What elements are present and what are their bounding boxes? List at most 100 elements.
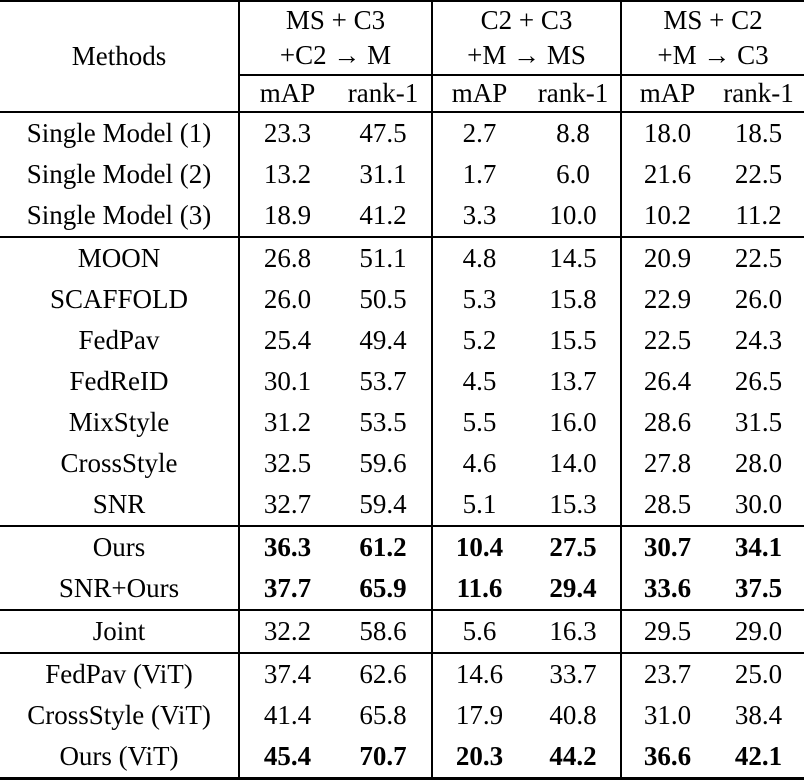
value-cell: 36.6: [620, 736, 714, 779]
value-cell: 22.5: [713, 236, 804, 279]
value-cell: 47.5: [359, 118, 407, 148]
value-cell: 50.5: [359, 284, 407, 314]
value-cell: 30.7: [620, 525, 714, 568]
value-cell: 2.7: [431, 112, 526, 154]
value-cell: 26.0: [238, 279, 335, 320]
value-cell: 41.2: [359, 200, 407, 230]
value-cell: 4.8: [431, 236, 526, 279]
group-header-3-line1: MS + C2: [663, 5, 763, 35]
value-cell: 15.3: [549, 489, 597, 519]
value-cell: 28.5: [620, 484, 714, 526]
value-cell: 5.2: [431, 320, 526, 361]
value-cell: 23.3: [238, 112, 335, 154]
value-cell: 37.4: [238, 652, 335, 695]
value-cell: 5.6: [431, 609, 526, 653]
table-row: Ours (ViT) 45.4 70.7 20.3 44.2 36.6 42.1: [0, 736, 804, 779]
value-cell: 37.7: [238, 568, 335, 610]
method-name-cell: FedReID: [69, 366, 169, 396]
value-cell: 4.6: [431, 443, 526, 484]
value-cell: 20.3: [431, 736, 526, 779]
value-cell: 4.5: [431, 361, 526, 402]
method-name-cell: Ours (ViT): [59, 741, 179, 771]
subheader-cell: rank-1: [526, 75, 622, 113]
value-cell: 34.1: [713, 525, 804, 568]
method-name-cell: MixStyle: [68, 407, 170, 437]
value-cell: 59.6: [359, 448, 407, 478]
method-name-cell: CrossStyle (ViT): [27, 700, 211, 730]
method-name-cell: MOON: [0, 236, 239, 279]
method-name-cell: SCAFFOLD: [49, 284, 189, 314]
value-cell: 11.6: [431, 568, 526, 610]
value-cell: 29.5: [620, 609, 714, 653]
subheader-cell: rank-1: [713, 75, 804, 113]
method-name-cell: Joint: [0, 609, 239, 653]
value-cell: 1.7: [431, 154, 526, 195]
table-row: SNR+Ours 37.7 65.9 11.6 29.4 33.6 37.5: [0, 568, 804, 610]
value-cell: 28.0: [734, 448, 783, 478]
value-cell: 41.4: [238, 695, 335, 736]
header-row-metrics: mAP rank-1 mAP rank-1 mAP rank-1: [0, 75, 804, 113]
value-cell: 26.0: [734, 284, 783, 314]
value-cell: 15.5: [549, 325, 597, 355]
value-cell: 14.6: [431, 652, 526, 695]
value-cell: 45.4: [238, 736, 335, 779]
method-name-cell: Single Model (1): [26, 118, 212, 148]
value-cell: 10.0: [549, 200, 597, 230]
value-cell: 13.2: [238, 154, 335, 195]
table-row: CrossStyle 32.5 59.6 4.6 14.0 27.8 28.0: [0, 443, 804, 484]
table-row: FedReID 30.1 53.7 4.5 13.7 26.4 26.5: [0, 361, 804, 402]
method-name-cell: FedPav (ViT): [0, 652, 239, 695]
group-header-1-line1: MS + C3: [285, 5, 386, 35]
value-cell: 5.1: [431, 484, 526, 526]
value-cell: 22.9: [620, 279, 714, 320]
value-cell: 49.4: [359, 325, 407, 355]
subheader-cell: mAP: [431, 75, 526, 113]
value-cell: 18.0: [620, 112, 714, 154]
table-row: Joint 32.2 58.6 5.6 16.3 29.5 29.0: [0, 609, 804, 653]
table-row: MixStyle 31.2 53.5 5.5 16.0 28.6 31.5: [0, 402, 804, 443]
value-cell: 33.6: [620, 568, 714, 610]
value-cell: 40.8: [549, 700, 597, 730]
table-row: Single Model (3) 18.9 41.2 3.3 10.0 10.2…: [0, 195, 804, 237]
value-cell: 18.5: [734, 118, 783, 148]
value-cell: 26.4: [620, 361, 714, 402]
value-cell: 33.7: [526, 652, 622, 695]
value-cell: 44.2: [549, 741, 597, 771]
value-cell: 58.6: [335, 609, 432, 653]
value-cell: 21.6: [620, 154, 714, 195]
value-cell: 26.8: [238, 236, 335, 279]
value-cell: 14.0: [549, 448, 597, 478]
table-row: CrossStyle (ViT) 41.4 65.8 17.9 40.8 31.…: [0, 695, 804, 736]
value-cell: 31.2: [238, 402, 335, 443]
value-cell: 29.0: [713, 609, 804, 653]
value-cell: 17.9: [431, 695, 526, 736]
value-cell: 10.2: [620, 195, 714, 237]
table-row: FedPav 25.4 49.4 5.2 15.5 22.5 24.3: [0, 320, 804, 361]
value-cell: 70.7: [359, 741, 407, 771]
value-cell: 8.8: [556, 118, 590, 148]
group-header-3-line2: +M → C3: [657, 40, 769, 70]
value-cell: 32.5: [238, 443, 335, 484]
table-row: FedPav (ViT) 37.4 62.6 14.6 33.7 23.7 25…: [0, 652, 804, 695]
value-cell: 62.6: [335, 652, 432, 695]
value-cell: 36.3: [238, 525, 335, 568]
value-cell: 53.5: [359, 407, 407, 437]
value-cell: 23.7: [620, 652, 714, 695]
value-cell: 31.1: [359, 159, 407, 189]
subheader-cell: mAP: [238, 75, 335, 113]
method-name-cell: FedPav: [78, 325, 160, 355]
value-cell: 13.7: [549, 366, 597, 396]
value-cell: 10.4: [431, 525, 526, 568]
table-row: Single Model (2) 13.2 31.1 1.7 6.0 21.6 …: [0, 154, 804, 195]
value-cell: 51.1: [335, 236, 432, 279]
group-header-1-line2: +C2 → M: [279, 40, 392, 70]
value-cell: 25.0: [713, 652, 804, 695]
table-row: Ours 36.3 61.2 10.4 27.5 30.7 34.1: [0, 525, 804, 568]
value-cell: 20.9: [620, 236, 714, 279]
value-cell: 14.5: [526, 236, 622, 279]
header-row-groups: Methods MS + C3 +C2 → M C2 + C3 +M → MS …: [0, 1, 804, 113]
method-name-cell: Single Model (3): [26, 200, 212, 230]
value-cell: 6.0: [556, 159, 590, 189]
methods-header-cell: Methods: [0, 1, 239, 113]
